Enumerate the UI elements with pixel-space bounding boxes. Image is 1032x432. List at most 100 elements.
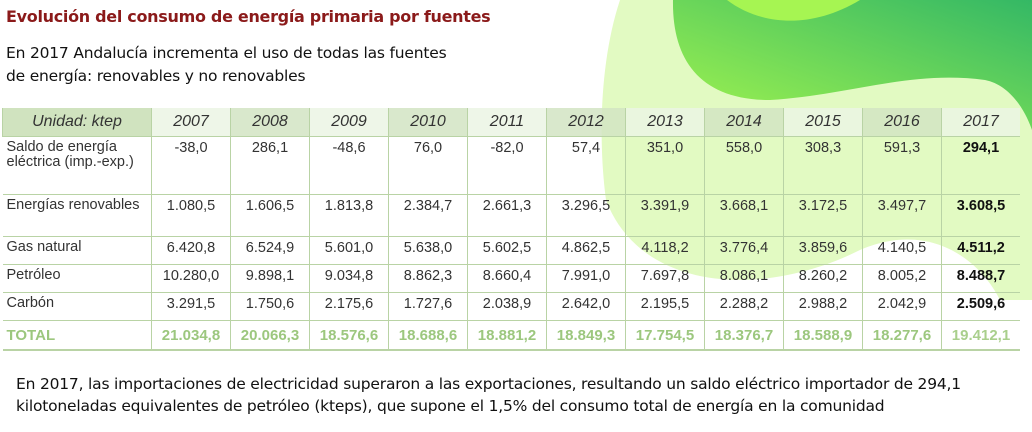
year-header: 2014 bbox=[704, 108, 784, 137]
value-cell: 2.288,2 bbox=[704, 292, 784, 321]
value-cell: 5.602,5 bbox=[467, 236, 547, 265]
value-cell: -48,6 bbox=[309, 136, 389, 195]
lime-blob bbox=[727, 0, 860, 21]
value-cell: 6.420,8 bbox=[151, 236, 231, 265]
value-cell: 9.034,8 bbox=[309, 264, 389, 293]
value-cell: 76,0 bbox=[388, 136, 468, 195]
value-cell: 18.588,9 bbox=[783, 320, 863, 351]
value-cell: -38,0 bbox=[151, 136, 231, 195]
value-cell: 3.668,1 bbox=[704, 194, 784, 237]
value-cell: 3.172,5 bbox=[783, 194, 863, 237]
unit-header: Unidad: ktep bbox=[2, 108, 152, 137]
green-blob bbox=[672, 0, 1032, 130]
value-cell: 20.066,3 bbox=[230, 320, 310, 351]
table-row: Petróleo 10.280,0 9.898,1 9.034,8 8.862,3 8.6… bbox=[2, 264, 1020, 293]
value-cell: 7.991,0 bbox=[546, 264, 626, 293]
year-header: 2011 bbox=[467, 108, 547, 137]
value-cell: 18.849,3 bbox=[546, 320, 626, 351]
row-label: Saldo de energía eléctrica (imp.-exp.) bbox=[2, 136, 152, 195]
value-cell: 7.697,8 bbox=[625, 264, 705, 293]
value-cell: 4.511,2 bbox=[941, 236, 1020, 265]
value-cell: 4.118,2 bbox=[625, 236, 705, 265]
value-cell: 3.291,5 bbox=[151, 292, 231, 321]
table-row: Energías renovables 1.080,5 1.606,5 1.813,8… bbox=[2, 194, 1020, 237]
total-row: TOTAL 21.034,8 20.066,3 18.576,6 18.688,6 18.… bbox=[2, 320, 1020, 351]
value-cell: 9.898,1 bbox=[230, 264, 310, 293]
energy-consumption-table: Unidad: ktep 2007 2008 2009 2010 2011 2012 201… bbox=[2, 108, 1020, 351]
value-cell: 18.576,6 bbox=[309, 320, 389, 351]
row-label: Gas natural bbox=[2, 236, 152, 265]
year-header: 2007 bbox=[151, 108, 231, 137]
subtitle-line: En 2017 Andalucía incrementa el uso de t… bbox=[6, 44, 447, 62]
value-cell: 10.280,0 bbox=[151, 264, 231, 293]
subtitle: En 2017 Andalucía incrementa el uso de t… bbox=[6, 42, 447, 88]
value-cell: 558,0 bbox=[704, 136, 784, 195]
value-cell: 2.988,2 bbox=[783, 292, 863, 321]
year-header: 2016 bbox=[862, 108, 942, 137]
value-cell: 17.754,5 bbox=[625, 320, 705, 351]
value-cell: 294,1 bbox=[941, 136, 1020, 195]
value-cell: 18.277,6 bbox=[862, 320, 942, 351]
value-cell: 5.638,0 bbox=[388, 236, 468, 265]
footnote-line: kilotoneladas equivalentes de petróleo (… bbox=[16, 397, 885, 415]
value-cell: 308,3 bbox=[783, 136, 863, 195]
value-cell: 4.140,5 bbox=[862, 236, 942, 265]
value-cell: 8.260,2 bbox=[783, 264, 863, 293]
value-cell: -82,0 bbox=[467, 136, 547, 195]
row-label: Petróleo bbox=[2, 264, 152, 293]
value-cell: 2.642,0 bbox=[546, 292, 626, 321]
value-cell: 2.384,7 bbox=[388, 194, 468, 237]
page-title: Evolución del consumo de energía primari… bbox=[6, 7, 491, 26]
value-cell: 8.660,4 bbox=[467, 264, 547, 293]
year-header: 2010 bbox=[388, 108, 468, 137]
value-cell: 3.296,5 bbox=[546, 194, 626, 237]
value-cell: 1.080,5 bbox=[151, 194, 231, 237]
value-cell: 18.881,2 bbox=[467, 320, 547, 351]
row-label: TOTAL bbox=[2, 320, 152, 351]
value-cell: 1.606,5 bbox=[230, 194, 310, 237]
value-cell: 286,1 bbox=[230, 136, 310, 195]
footnote-line: En 2017, las importaciones de electricid… bbox=[16, 375, 961, 393]
table-row: Carbón 3.291,5 1.750,6 2.175,6 1.727,6 2.038,… bbox=[2, 292, 1020, 321]
year-header: 2012 bbox=[546, 108, 626, 137]
value-cell: 8.005,2 bbox=[862, 264, 942, 293]
value-cell: 8.488,7 bbox=[941, 264, 1020, 293]
value-cell: 18.376,7 bbox=[704, 320, 784, 351]
footnote: En 2017, las importaciones de electricid… bbox=[16, 373, 961, 417]
value-cell: 2.042,9 bbox=[862, 292, 942, 321]
year-header: 2008 bbox=[230, 108, 310, 137]
row-label: Carbón bbox=[2, 292, 152, 321]
value-cell: 21.034,8 bbox=[151, 320, 231, 351]
year-header: 2015 bbox=[783, 108, 863, 137]
value-cell: 3.497,7 bbox=[862, 194, 942, 237]
table-row: Gas natural 6.420,8 6.524,9 5.601,0 5.638,0 5… bbox=[2, 236, 1020, 265]
value-cell: 351,0 bbox=[625, 136, 705, 195]
header-row: Unidad: ktep 2007 2008 2009 2010 2011 2012 201… bbox=[2, 108, 1020, 137]
value-cell: 57,4 bbox=[546, 136, 626, 195]
value-cell: 1.813,8 bbox=[309, 194, 389, 237]
value-cell: 2.509,6 bbox=[941, 292, 1020, 321]
value-cell: 4.862,5 bbox=[546, 236, 626, 265]
subtitle-line: de energía: renovables y no renovables bbox=[6, 67, 306, 85]
value-cell: 5.601,0 bbox=[309, 236, 389, 265]
value-cell: 3.391,9 bbox=[625, 194, 705, 237]
value-cell: 591,3 bbox=[862, 136, 942, 195]
table-row: Saldo de energía eléctrica (imp.-exp.) -3… bbox=[2, 136, 1020, 195]
row-label: Energías renovables bbox=[2, 194, 152, 237]
value-cell: 6.524,9 bbox=[230, 236, 310, 265]
value-cell: 3.859,6 bbox=[783, 236, 863, 265]
value-cell: 3.608,5 bbox=[941, 194, 1020, 237]
value-cell: 1.727,6 bbox=[388, 292, 468, 321]
value-cell: 18.688,6 bbox=[388, 320, 468, 351]
value-cell: 2.038,9 bbox=[467, 292, 547, 321]
value-cell: 3.776,4 bbox=[704, 236, 784, 265]
value-cell: 19.412,1 bbox=[941, 320, 1020, 351]
value-cell: 1.750,6 bbox=[230, 292, 310, 321]
year-header: 2017 bbox=[941, 108, 1020, 137]
value-cell: 8.086,1 bbox=[704, 264, 784, 293]
value-cell: 2.195,5 bbox=[625, 292, 705, 321]
value-cell: 2.661,3 bbox=[467, 194, 547, 237]
value-cell: 2.175,6 bbox=[309, 292, 389, 321]
year-header: 2009 bbox=[309, 108, 389, 137]
year-header: 2013 bbox=[625, 108, 705, 137]
